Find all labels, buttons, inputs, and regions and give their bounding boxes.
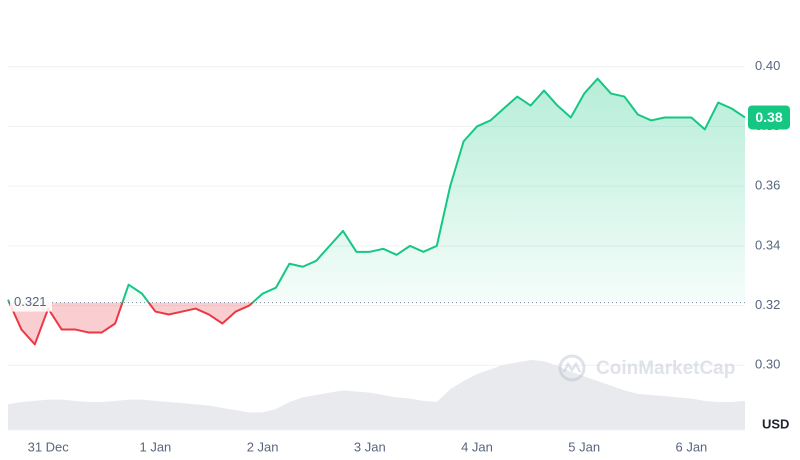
x-tick-label: 4 Jan bbox=[461, 439, 493, 454]
price-area bbox=[8, 78, 745, 345]
baseline-label: 0.321 bbox=[14, 294, 47, 309]
watermark: CoinMarketCap bbox=[558, 354, 735, 382]
y-tick-label: 0.32 bbox=[755, 297, 780, 312]
x-tick-label: 3 Jan bbox=[354, 439, 386, 454]
y-tick-label: 0.40 bbox=[755, 58, 780, 73]
baseline-label-bg bbox=[10, 293, 52, 312]
y-tick-label: 0.30 bbox=[755, 357, 780, 372]
price-line bbox=[7, 77, 746, 346]
x-tick-label: 2 Jan bbox=[247, 439, 279, 454]
x-tick-label: 31 Dec bbox=[28, 439, 70, 454]
watermark-logo-mark bbox=[562, 361, 582, 373]
y-tick-label: 0.34 bbox=[755, 237, 780, 252]
current-price-label: 0.38 bbox=[755, 109, 782, 125]
x-tick-label: 1 Jan bbox=[139, 439, 171, 454]
current-price-tag bbox=[748, 105, 790, 130]
volume-area bbox=[8, 360, 745, 430]
y-axis-label: USD bbox=[762, 416, 789, 431]
y-tick-label: 0.36 bbox=[755, 178, 780, 193]
watermark-logo bbox=[558, 354, 586, 382]
x-tick-label: 5 Jan bbox=[568, 439, 600, 454]
watermark-text: CoinMarketCap bbox=[596, 358, 735, 379]
x-tick-label: 6 Jan bbox=[675, 439, 707, 454]
